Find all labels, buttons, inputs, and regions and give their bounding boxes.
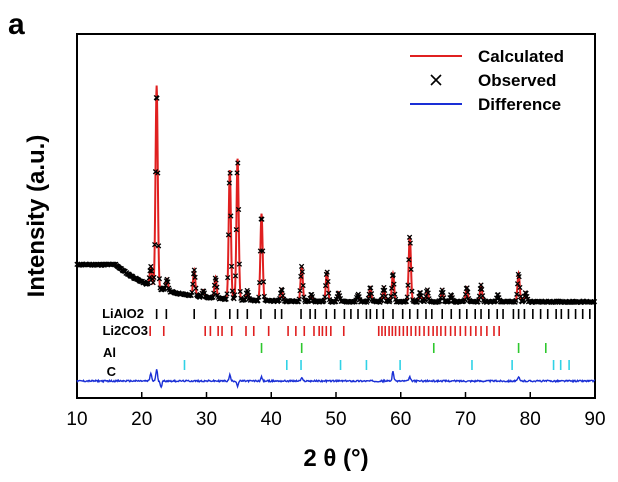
phase-label-c: C — [107, 364, 117, 379]
legend-label-observed: Observed — [478, 71, 556, 90]
x-tick-label: 70 — [455, 409, 476, 430]
y-axis-label: Intensity (a.u.) — [23, 135, 50, 298]
calculated-layer — [77, 85, 595, 303]
legend-label-difference: Difference — [478, 95, 561, 114]
legend-swatch-observed — [430, 74, 442, 86]
phase-label-li2co3: Li2CO3 — [102, 323, 148, 338]
x-axis-ticks: 10 20 30 40 50 60 70 80 90 — [66, 392, 606, 430]
x-tick-label: 30 — [196, 409, 217, 430]
phase-label-al: Al — [103, 345, 116, 360]
observed-markers — [74, 94, 598, 306]
x-tick-label: 40 — [261, 409, 282, 430]
x-axis-label: 2 θ (°) — [303, 445, 368, 472]
legend: Calculated Observed Difference — [410, 47, 564, 114]
phase-label-lialo2: LiAlO2 — [102, 306, 144, 321]
x-tick-label: 50 — [325, 409, 346, 430]
difference-layer — [76, 369, 596, 389]
difference-line — [76, 369, 596, 389]
x-tick-label: 60 — [390, 409, 411, 430]
panel-label: a — [8, 8, 25, 41]
legend-label-calculated: Calculated — [478, 47, 564, 66]
x-tick-label: 80 — [520, 409, 541, 430]
reflection-markers — [149, 309, 591, 370]
x-tick-label: 90 — [584, 409, 605, 430]
x-tick-label: 10 — [66, 409, 87, 430]
calculated-line — [77, 85, 595, 303]
phase-labels: LiAlO2 Li2CO3 Al C — [102, 306, 148, 379]
observed-layer — [74, 94, 598, 306]
x-tick-label: 20 — [131, 409, 152, 430]
